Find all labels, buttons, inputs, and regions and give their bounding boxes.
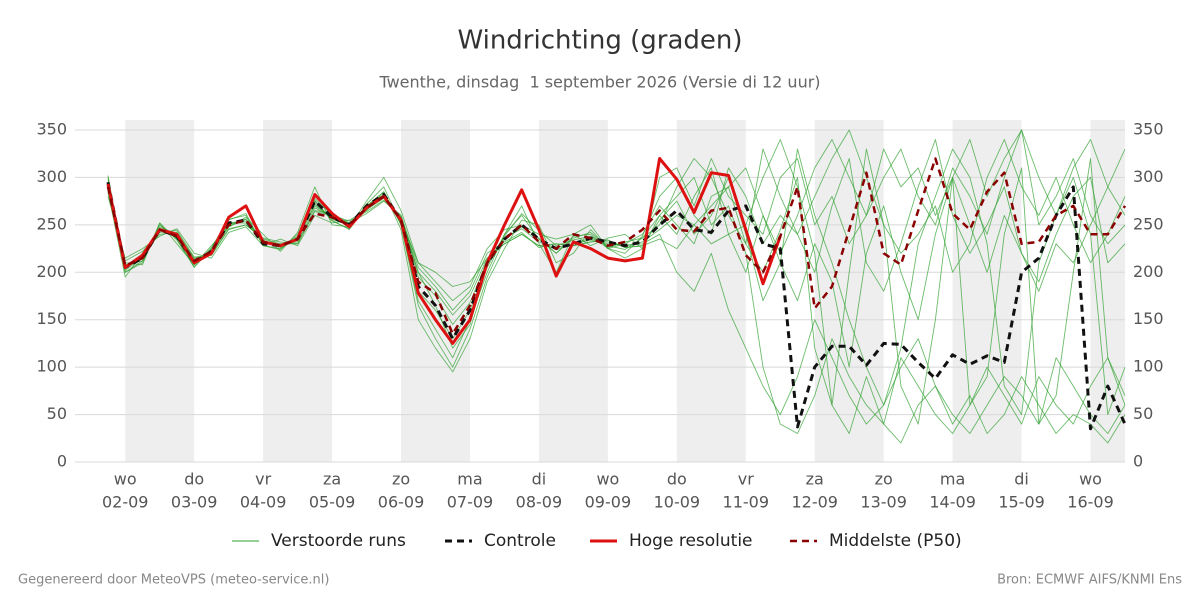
ensemble-line [107, 167, 1126, 368]
y2-tick-label: 200 [1133, 262, 1164, 281]
x-tick-weekday: za [806, 470, 824, 489]
day-band [263, 120, 333, 462]
x-tick-weekday: zo [392, 470, 410, 489]
footer-left: Gegenereerd door MeteoVPS (meteo-service… [18, 573, 329, 588]
x-tick-label: 05-09 [309, 493, 356, 512]
y2-tick-label: 250 [1133, 214, 1164, 233]
x-tick-label: 13-09 [860, 493, 907, 512]
x-tick-weekday: wo [596, 470, 619, 489]
y2-tick-label: 0 [1133, 452, 1143, 471]
x-tick-weekday: ma [940, 470, 965, 489]
x-tick-weekday: wo [114, 470, 137, 489]
x-tick-label: 15-09 [998, 493, 1045, 512]
x-tick-weekday: do [184, 470, 204, 489]
y-tick-label: 250 [36, 214, 67, 233]
x-tick-label: 11-09 [723, 493, 770, 512]
x-tick-weekday: do [667, 470, 687, 489]
x-tick-label: 14-09 [929, 493, 976, 512]
chart-subtitle: Twenthe, dinsdag 1 september 2026 (Versi… [378, 73, 820, 92]
y2-tick-label: 50 [1133, 404, 1153, 423]
x-tick-weekday: vr [738, 470, 754, 489]
x-tick-weekday: di [532, 470, 547, 489]
x-tick-label: 09-09 [585, 493, 632, 512]
y-tick-label: 150 [36, 309, 67, 328]
y-tick-label: 50 [47, 404, 67, 423]
legend-label: Verstoorde runs [271, 531, 406, 551]
day-band [952, 120, 1022, 462]
x-tick-weekday: wo [1079, 470, 1102, 489]
y2-tick-label: 350 [1133, 120, 1164, 139]
y2-tick-label: 150 [1133, 309, 1164, 328]
series-line [106, 157, 1127, 336]
footer-right: Bron: ECMWF AIFS/KNMI Ens [997, 573, 1182, 588]
x-tick-label: 10-09 [654, 493, 701, 512]
x-tick-label: 04-09 [240, 493, 287, 512]
y-tick-label: 0 [57, 452, 67, 471]
legend-label: Middelste (P50) [829, 531, 962, 551]
chart-title: Windrichting (graden) [457, 26, 742, 56]
legend-label: Hoge resolutie [629, 531, 753, 551]
day-band [814, 120, 884, 462]
x-tick-label: 08-09 [516, 493, 563, 512]
y-tick-label: 300 [36, 167, 67, 186]
x-tick-label: 06-09 [378, 493, 425, 512]
y2-tick-label: 100 [1133, 357, 1164, 376]
x-tick-weekday: ma [457, 470, 482, 489]
x-tick-weekday: di [1014, 470, 1029, 489]
x-tick-label: 07-09 [447, 493, 494, 512]
x-tick-label: 16-09 [1067, 493, 1114, 512]
ensemble-line [107, 129, 1126, 373]
x-tick-weekday: zo [875, 470, 893, 489]
legend-label: Controle [484, 531, 556, 551]
day-band [125, 120, 195, 462]
x-tick-label: 12-09 [791, 493, 838, 512]
ensemble-line [107, 129, 1126, 311]
series-line [106, 157, 782, 345]
y-tick-label: 350 [36, 120, 67, 139]
y2-tick-label: 300 [1133, 167, 1164, 186]
y-tick-label: 100 [36, 357, 67, 376]
x-tick-label: 03-09 [171, 493, 218, 512]
day-band [538, 120, 608, 462]
x-tick-weekday: za [323, 470, 341, 489]
y-tick-label: 200 [36, 262, 67, 281]
x-tick-weekday: vr [255, 470, 271, 489]
x-tick-label: 02-09 [102, 493, 149, 512]
